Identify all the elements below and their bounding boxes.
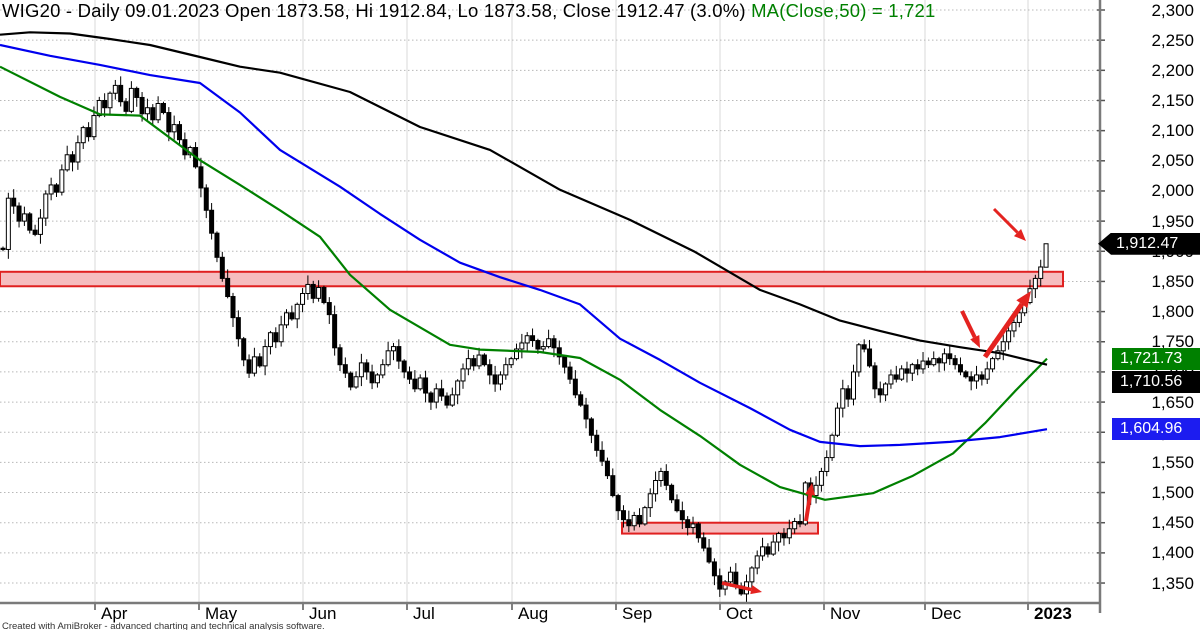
price-tag-close: 1,912.47 xyxy=(1098,232,1200,255)
chart-title-ma: MA(Close,50) = 1,721 xyxy=(751,0,936,21)
y-axis-label: 2,200 xyxy=(1151,60,1194,80)
price-tag-ma-mid: 1,604.96 xyxy=(1112,418,1200,441)
x-axis-label-aug: Aug xyxy=(518,604,549,623)
y-axis-label: 1,850 xyxy=(1151,271,1194,291)
price-tag-ma-long: 1,710.56 xyxy=(1112,370,1200,393)
x-axis-label-2023: 2023 xyxy=(1034,604,1072,623)
y-axis-label: 1,650 xyxy=(1151,392,1194,412)
x-axis-label-jun: Jun xyxy=(309,604,337,623)
y-axis-label: 1,400 xyxy=(1151,543,1194,563)
watermark-text: Created with AmiBroker - advanced charti… xyxy=(2,621,325,630)
x-axis-label-sep: Sep xyxy=(622,604,653,623)
chart-title: WIG20 - Daily 09.01.2023 Open 1873.58, H… xyxy=(2,0,1095,22)
y-axis-label: 2,250 xyxy=(1151,30,1194,50)
x-axis-label-dec: Dec xyxy=(931,604,962,623)
y-axis-label: 1,750 xyxy=(1151,332,1194,352)
y-axis-label: 1,350 xyxy=(1151,573,1194,593)
x-axis-label-may: May xyxy=(205,604,238,623)
x-axis-label-apr: Apr xyxy=(101,604,128,623)
y-axis-label: 1,800 xyxy=(1151,302,1194,322)
y-axis-label: 1,450 xyxy=(1151,513,1194,533)
y-axis-label: 2,050 xyxy=(1151,151,1194,171)
y-axis-label: 2,300 xyxy=(1151,0,1194,20)
y-axis-label: 2,000 xyxy=(1151,181,1194,201)
x-axis-label-jul: Jul xyxy=(413,604,435,623)
y-axis-label: 2,100 xyxy=(1151,121,1194,141)
y-axis-label: 1,950 xyxy=(1151,211,1194,231)
x-axis-label-oct: Oct xyxy=(726,604,753,623)
x-axis-label-nov: Nov xyxy=(830,604,861,623)
y-axis-label: 1,550 xyxy=(1151,452,1194,472)
chart-title-ohlc: WIG20 - Daily 09.01.2023 Open 1873.58, H… xyxy=(2,0,752,21)
y-axis-label: 1,500 xyxy=(1151,483,1194,503)
price-tag-ma50: 1,721.73 xyxy=(1112,347,1200,370)
y-axis-label: 2,150 xyxy=(1151,90,1194,110)
